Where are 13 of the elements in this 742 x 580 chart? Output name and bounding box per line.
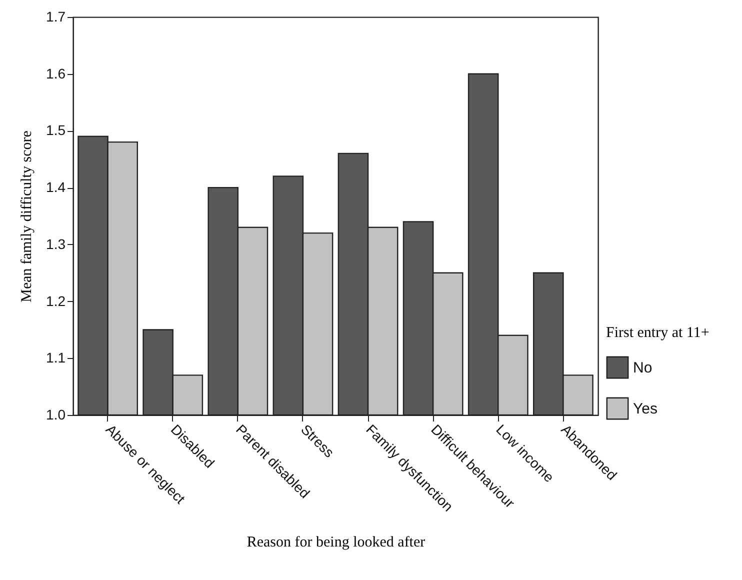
- y-tick-label: 1.5: [46, 122, 66, 138]
- y-tick-label: 1.7: [46, 8, 66, 24]
- y-tick-label: 1.1: [46, 350, 66, 366]
- legend-label: No: [633, 360, 652, 376]
- y-tick-label: 1.3: [46, 236, 66, 252]
- y-tick-label: 1.0: [46, 406, 66, 422]
- y-axis-title: Mean family difficulty score: [19, 130, 36, 302]
- y-tick-label: 1.4: [46, 179, 66, 196]
- y-tick-label: 1.2: [46, 292, 66, 309]
- legend-label: Yes: [633, 400, 658, 418]
- y-tick-label: 1.6: [46, 65, 66, 82]
- x-axis-title: Reason for being looked after: [246, 534, 426, 550]
- legend-title: First entry at 11+: [606, 325, 710, 341]
